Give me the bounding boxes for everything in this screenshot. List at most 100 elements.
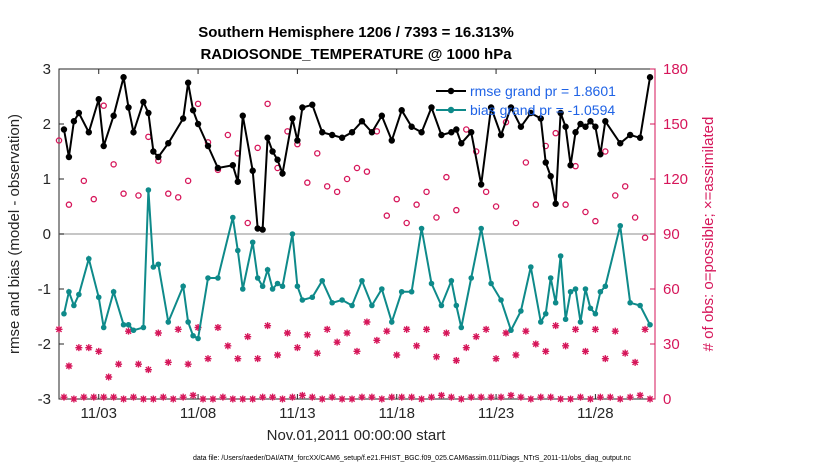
obs-possible-point <box>165 190 172 197</box>
obs-possible-point <box>522 159 530 166</box>
obs-assimilated-point <box>154 329 162 337</box>
obs-assimilated-point <box>55 325 63 333</box>
y-tick-label: -2 <box>38 336 51 353</box>
obs-possible-point <box>393 195 400 203</box>
rmse-point <box>418 129 425 136</box>
rmse-point <box>294 137 301 144</box>
rmse-point <box>145 109 152 117</box>
rmse-point <box>274 156 281 163</box>
obs-possible-point <box>80 177 88 185</box>
bias-point <box>388 319 395 325</box>
y-tick-label: -3 <box>38 391 51 408</box>
bias-point <box>647 321 653 328</box>
rmse-point <box>507 104 515 111</box>
y-tick-label-right: 180 <box>663 61 688 78</box>
obs-assimilated-point <box>636 391 644 399</box>
bias-point <box>215 275 221 281</box>
bias-point <box>76 291 82 298</box>
bias-point <box>478 225 484 232</box>
bias-point <box>274 280 281 287</box>
obs-assimilated-point <box>80 393 88 401</box>
legend-marker-rmse <box>447 87 455 95</box>
obs-assimilated-point <box>606 393 614 401</box>
rmse-point <box>85 129 93 136</box>
obs-assimilated-point <box>169 395 177 403</box>
obs-assimilated-point <box>348 395 356 403</box>
bias-point <box>349 302 355 309</box>
bias-point <box>398 288 405 295</box>
obs-assimilated-point <box>313 349 321 357</box>
obs-assimilated-point <box>542 347 550 355</box>
obs-assimilated-point <box>229 395 237 403</box>
obs-assimilated-point <box>631 358 639 366</box>
obs-assimilated-point <box>547 393 555 401</box>
rmse-point <box>309 101 316 108</box>
obs-assimilated-point <box>522 327 530 335</box>
obs-assimilated-point <box>333 338 341 346</box>
y-tick-label-right: 150 <box>663 116 688 133</box>
obs-possible-point <box>145 133 152 141</box>
x-axis-label: Nov.01,2011 00:00:00 start <box>267 427 447 444</box>
bias-point <box>100 324 107 331</box>
obs-assimilated-point <box>239 395 247 403</box>
bias-point <box>572 286 579 292</box>
bias-point <box>269 286 276 292</box>
bias-point <box>567 288 574 295</box>
obs-possible-point <box>453 206 460 214</box>
obs-assimilated-point <box>269 393 277 401</box>
bias-point <box>71 302 77 309</box>
obs-assimilated-point <box>482 325 490 333</box>
bias-point <box>562 316 569 323</box>
obs-assimilated-point <box>338 395 346 403</box>
obs-assimilated-point <box>214 324 222 331</box>
obs-possible-point <box>55 137 63 144</box>
bias-point <box>418 225 425 232</box>
rmse-point <box>184 79 192 86</box>
rmse-point <box>572 129 579 136</box>
obs-assimilated-point <box>577 393 584 401</box>
obs-assimilated-point <box>621 349 629 357</box>
obs-possible-point <box>184 177 192 185</box>
obs-assimilated-point <box>159 393 167 401</box>
bias-point <box>289 231 296 237</box>
bias-point <box>235 247 241 254</box>
bias-point <box>309 294 316 301</box>
obs-possible-point <box>443 173 450 181</box>
obs-possible-point <box>492 203 500 210</box>
obs-possible-point <box>383 212 391 219</box>
y-tick-label: 1 <box>43 171 51 188</box>
bias-point <box>259 283 266 290</box>
rmse-point <box>527 109 535 117</box>
rmse-point <box>338 134 346 141</box>
rmse-point <box>125 104 132 111</box>
obs-assimilated-point <box>199 395 207 403</box>
bias-point <box>627 299 633 306</box>
obs-assimilated-point <box>254 355 262 363</box>
obs-assimilated-point <box>472 333 480 341</box>
obs-possible-point <box>194 100 202 108</box>
plot-area: 11/03 11/08 11/13 11/18 11/23 11/28 -3 -2 -1 0 1 2 3… <box>38 61 688 422</box>
rmse-point <box>60 126 68 133</box>
rmse-point <box>646 74 654 81</box>
obs-assimilated-point <box>323 325 331 333</box>
obs-assimilated-point <box>343 329 351 337</box>
x-tick-label: 11/23 <box>478 405 514 422</box>
x-tick-label: 11/03 <box>81 405 117 422</box>
y-tick-label: 3 <box>43 61 51 78</box>
obs-assimilated-point <box>423 325 431 333</box>
bias-point <box>458 324 465 331</box>
bias-point <box>130 327 137 334</box>
rmse-point <box>165 140 172 147</box>
bias-point <box>498 297 504 303</box>
obs-assimilated-point <box>477 393 485 401</box>
obs-assimilated-point <box>586 395 594 403</box>
obs-possible-point <box>482 188 490 196</box>
bias-point <box>319 277 326 284</box>
obs-assimilated-point <box>572 325 580 333</box>
obs-possible-point <box>264 100 271 108</box>
rmse-point <box>552 200 559 207</box>
rmse-point <box>468 129 475 136</box>
rmse-point <box>547 173 554 180</box>
rmse-point <box>368 129 376 136</box>
obs-assimilated-point <box>219 393 227 401</box>
